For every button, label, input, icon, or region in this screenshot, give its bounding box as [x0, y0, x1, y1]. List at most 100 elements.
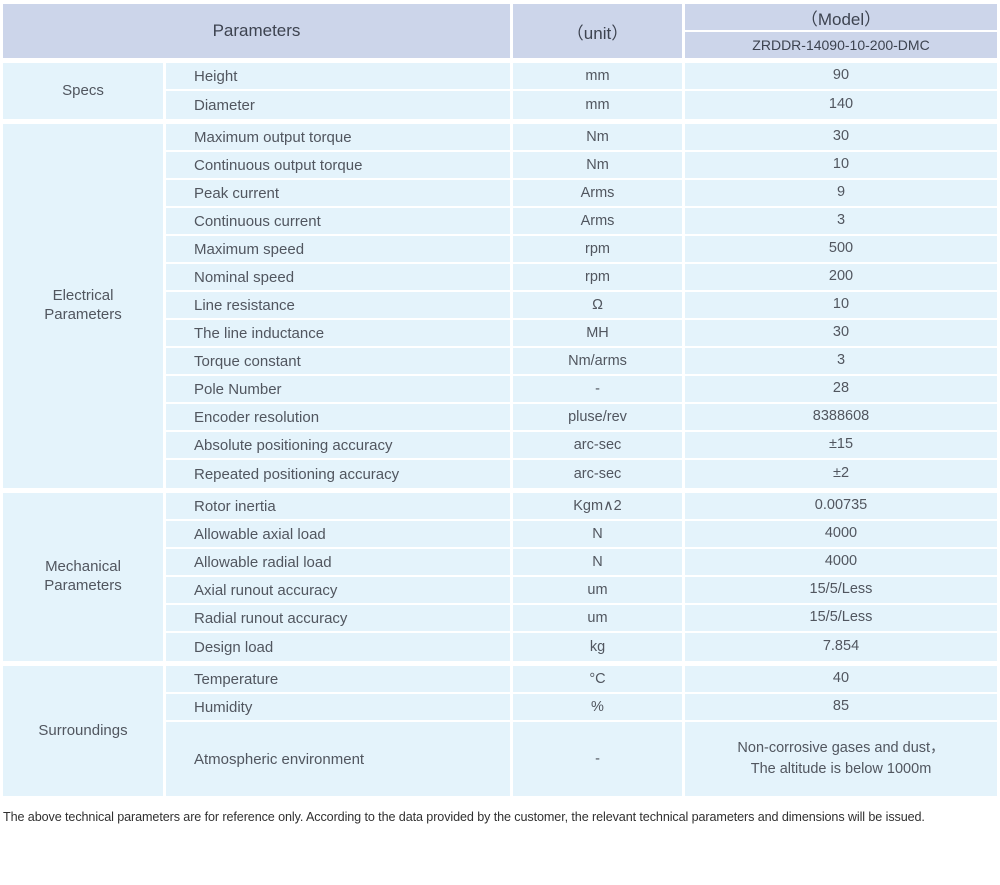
table-row: Nominal speed rpm 200 — [3, 264, 997, 292]
param-cell: Continuous current — [166, 208, 513, 236]
value-cell: 10 — [685, 152, 997, 180]
value-cell: 3 — [685, 208, 997, 236]
param-cell: Pole Number — [166, 376, 513, 404]
param-cell: Temperature — [166, 666, 513, 694]
spec-table: Parameters （unit） （Model） ZRDDR-14090-10… — [3, 4, 997, 796]
header-row-2: ZRDDR-14090-10-200-DMC — [3, 32, 997, 58]
table-row: Mechanical Parameters Rotor inertia Kgm∧2 0… — [3, 493, 997, 661]
param-cell: Repeated positioning accuracy — [166, 460, 513, 488]
param-cell: Maximum output torque — [166, 124, 513, 152]
group-cell: Mechanical Parameters — [3, 493, 166, 661]
footer-note: The above technical parameters are for r… — [3, 810, 925, 824]
model-header: （Model） — [685, 4, 997, 32]
param-cell: Continuous output torque — [166, 152, 513, 180]
value-cell: 4000 — [685, 521, 997, 549]
group-cell: Electrical Parameters — [3, 124, 166, 488]
unit-cell: pluse/rev — [513, 404, 685, 432]
param-cell: Nominal speed — [166, 264, 513, 292]
value-cell: 30 — [685, 320, 997, 348]
value-cell: 3 — [685, 348, 997, 376]
value-cell: Non-corrosive gases and dust， The altitu… — [685, 722, 997, 796]
table-row: Electrical Parameters Maximum output torq… — [3, 124, 997, 488]
table-row: Peak current Arms 9 — [3, 180, 997, 208]
unit-cell: arc-sec — [513, 460, 685, 488]
group-cell: Surroundings — [3, 666, 166, 796]
value-cell: 90 — [685, 63, 997, 91]
section-gap — [3, 58, 997, 63]
param-cell: Atmospheric environment — [166, 722, 513, 796]
table-row: Repeated positioning accuracy arc-sec ±2 — [3, 460, 997, 488]
unit-cell: Ω — [513, 292, 685, 320]
unit-cell: - — [513, 376, 685, 404]
unit-cell: Nm — [513, 124, 685, 152]
param-cell: Axial runout accuracy — [166, 577, 513, 605]
table-body: Specs Height mm 90 Diameter mm 140 Electrical P… — [3, 58, 997, 796]
table-row: Absolute positioning accuracy arc-sec ±15 — [3, 432, 997, 460]
table-row: Humidity% 85 — [3, 694, 997, 722]
param-cell: Line resistance — [166, 292, 513, 320]
value-cell: ±2 — [685, 460, 997, 488]
value-cell: 4000 — [685, 549, 997, 577]
param-cell: Radial runout accuracy — [166, 605, 513, 633]
table-row: Maximum speed rpm 500 — [3, 236, 997, 264]
unit-cell: Arms — [513, 208, 685, 236]
param-cell: Encoder resolution — [166, 404, 513, 432]
table-row: Surroundings Temperature °C 40 — [3, 666, 997, 796]
table-header: Parameters （unit） （Model） ZRDDR-14090-10… — [3, 4, 997, 58]
table-row: Allowable axial load N 4000 — [3, 521, 997, 549]
group-cell: Specs — [3, 63, 166, 119]
table-row: Diameter mm 140 — [3, 91, 997, 119]
table-row: Continuous current Arms 3 — [3, 208, 997, 236]
value-cell: 85 — [685, 694, 997, 722]
value-cell: 10 — [685, 292, 997, 320]
table-row: Specs Height mm 90 — [3, 63, 997, 119]
unit-cell: arc-sec — [513, 432, 685, 460]
table-row: Axial runout accuracy um 15/5/Less — [3, 577, 997, 605]
param-cell: Allowable axial load — [166, 521, 513, 549]
table-row: Allowable radial load N 4000 — [3, 549, 997, 577]
table-row: Line resistance Ω 10 — [3, 292, 997, 320]
table-row: Pole Number -28 — [3, 376, 997, 404]
unit-cell: Nm — [513, 152, 685, 180]
param-cell: The line inductance — [166, 320, 513, 348]
param-cell: Torque constant — [166, 348, 513, 376]
unit-cell: mm — [513, 63, 685, 91]
unit-cell: um — [513, 605, 685, 633]
unit-cell: °C — [513, 666, 685, 694]
unit-cell: MH — [513, 320, 685, 348]
unit-cell: Arms — [513, 180, 685, 208]
unit-cell: mm — [513, 91, 685, 119]
unit-cell: % — [513, 694, 685, 722]
table-row: Radial runout accuracy um 15/5/Less — [3, 605, 997, 633]
value-cell: 8388608 — [685, 404, 997, 432]
model-number: ZRDDR-14090-10-200-DMC — [685, 32, 997, 58]
param-cell: Diameter — [166, 91, 513, 119]
section-gap — [3, 119, 997, 124]
unit-cell: N — [513, 521, 685, 549]
table-row: Continuous output torque Nm 10 — [3, 152, 997, 180]
value-cell: 9 — [685, 180, 997, 208]
value-cell: 15/5/Less — [685, 605, 997, 633]
value-cell: 500 — [685, 236, 997, 264]
table-row: Design load kg 7.854 — [3, 633, 997, 661]
value-cell: 7.854 — [685, 633, 997, 661]
param-cell: Peak current — [166, 180, 513, 208]
unit-cell: N — [513, 549, 685, 577]
value-cell: 40 — [685, 666, 997, 694]
unit-cell: rpm — [513, 264, 685, 292]
param-cell: Maximum speed — [166, 236, 513, 264]
param-cell: Design load — [166, 633, 513, 661]
table-row: Torque constant Nm/arms 3 — [3, 348, 997, 376]
param-cell: Humidity — [166, 694, 513, 722]
parameters-header: Parameters — [3, 4, 513, 58]
unit-header: （unit） — [513, 4, 685, 58]
value-cell: 140 — [685, 91, 997, 119]
unit-cell: rpm — [513, 236, 685, 264]
section-gap — [3, 661, 997, 666]
table-row: Atmospheric environment - Non-corrosive ga… — [3, 722, 997, 796]
unit-cell: Kgm∧2 — [513, 493, 685, 521]
value-cell: 30 — [685, 124, 997, 152]
table-row: The line inductance MH 30 — [3, 320, 997, 348]
value-cell: 28 — [685, 376, 997, 404]
value-cell: 200 — [685, 264, 997, 292]
